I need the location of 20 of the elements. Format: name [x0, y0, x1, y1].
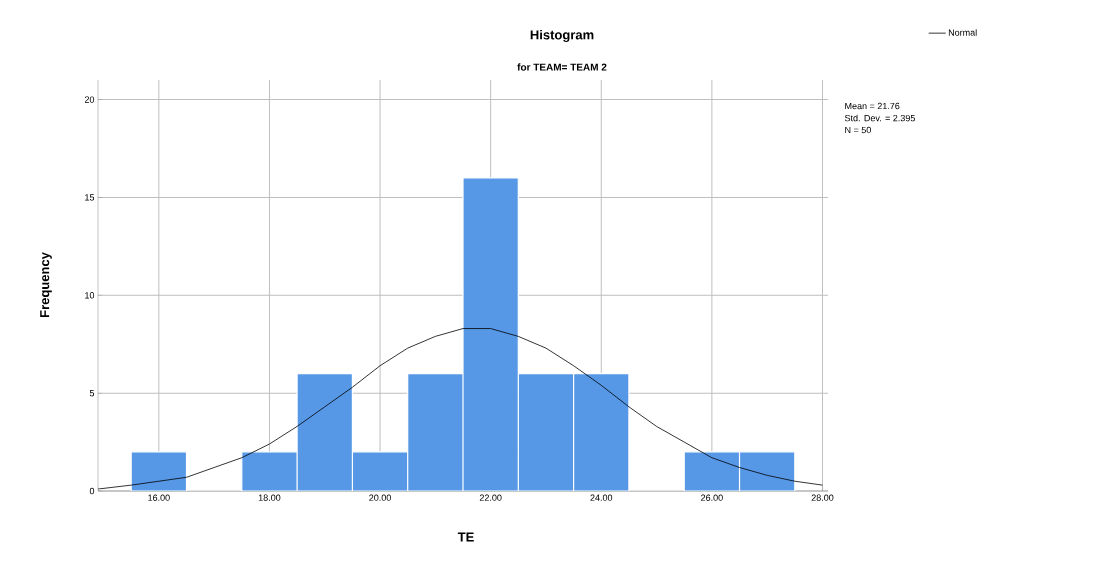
x-tick-label: 26.00 [701, 494, 723, 501]
chart-subtitle: for TEAM= TEAM 2 [517, 63, 607, 71]
y-tick-label: 15 [85, 194, 95, 201]
x-tick-label: 24.00 [590, 494, 613, 501]
x-tick-label: 18.00 [258, 494, 281, 501]
x-tick-label: 22.00 [479, 494, 502, 501]
chart-title: Histogram [530, 29, 594, 43]
x-tick-label: 20.00 [369, 494, 391, 501]
text: N = 50 [845, 126, 871, 134]
x-tick-label: 16.00 [148, 494, 170, 501]
y-tick-label: 10 [85, 292, 95, 299]
y-tick-label: 0 [89, 487, 95, 495]
legend-label: Normal [948, 29, 977, 36]
text: Mean = 21.76 [845, 102, 900, 110]
x-axis-title: TE [457, 532, 474, 542]
x-tick-label: 28.00 [811, 494, 834, 501]
text: Std. Dev. = 2.395 [844, 114, 915, 122]
y-axis-title: Frequency [40, 252, 52, 318]
y-tick-label: 5 [89, 390, 95, 397]
y-tick-label: 20 [84, 96, 95, 103]
